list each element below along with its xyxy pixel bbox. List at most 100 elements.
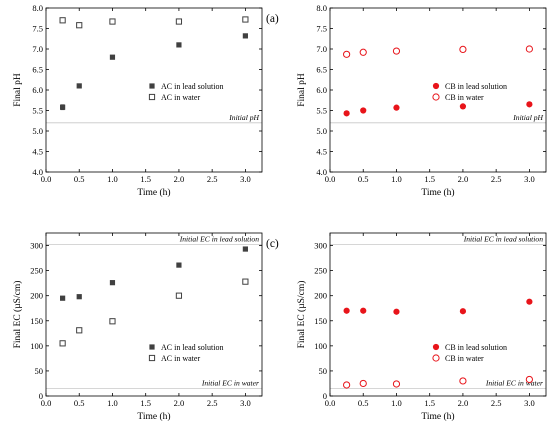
y-tick-label: 8.0 — [32, 3, 43, 13]
data-point — [109, 280, 116, 286]
data-point — [242, 278, 249, 285]
legend-marker — [148, 354, 156, 362]
x-tick-label: 2.5 — [491, 174, 502, 184]
series-ac-in-lead-solution — [60, 246, 248, 301]
x-tick-label: 2.5 — [491, 398, 502, 408]
x-tick-label: 3.0 — [240, 174, 251, 184]
x-tick-label: 0.5 — [74, 174, 85, 184]
data-point — [343, 381, 351, 389]
data-point — [175, 292, 183, 299]
series-cb-in-water — [343, 45, 533, 58]
y-tick-label: 4.5 — [316, 147, 327, 157]
reference-line-label: Initial pH — [228, 113, 259, 122]
x-tick-label: 2.5 — [207, 398, 218, 408]
series-ac-in-water — [59, 278, 249, 347]
data-point — [176, 42, 182, 48]
legend-marker — [149, 83, 155, 89]
data-point — [459, 45, 467, 54]
x-axis-title: Time (h) — [421, 187, 454, 198]
series-cb-in-lead-solution — [343, 101, 533, 117]
x-tick-label: 0.0 — [325, 398, 336, 408]
legend-marker — [148, 93, 156, 101]
legend-label: CB in lead solution — [445, 82, 507, 91]
y-tick-label: 7.5 — [32, 24, 43, 34]
y-tick-label: 250 — [30, 266, 43, 276]
x-tick-label: 1.5 — [424, 398, 435, 408]
data-point — [393, 308, 400, 315]
data-point — [76, 294, 82, 300]
x-tick-label: 0.0 — [41, 174, 52, 184]
x-tick-label: 2.0 — [458, 398, 469, 408]
chart-panel-a: Initial pH 0.0 0.5 1.0 1.5 2.0 2.5 3.0 4.0 4.5 5.0… — [13, 3, 279, 198]
data-point — [59, 17, 66, 24]
chart-panel-d: Initial EC in lead solution Initial EC in… — [296, 232, 547, 422]
x-axis-title: Time (h) — [137, 411, 170, 422]
reference-line-label: Initial pH — [512, 113, 543, 122]
y-tick-label: 150 — [30, 316, 43, 326]
x-tick-label: 1.0 — [391, 398, 402, 408]
legend: AC in lead solution AC in water — [148, 343, 223, 363]
plot-frame — [45, 7, 263, 173]
x-axis-title: Time (h) — [421, 411, 454, 422]
data-point — [359, 379, 367, 388]
legend-label: CB in water — [445, 93, 484, 102]
data-point — [60, 295, 66, 301]
legend-label: CB in water — [445, 354, 484, 363]
y-tick-label: 8.0 — [316, 3, 327, 13]
data-point — [109, 54, 116, 60]
x-tick-label: 1.5 — [140, 398, 151, 408]
x-tick-label: 0.5 — [74, 398, 85, 408]
legend-marker — [432, 354, 440, 362]
data-point — [109, 318, 116, 325]
x-tick-label: 1.5 — [424, 174, 435, 184]
y-tick-label: 6.0 — [316, 85, 327, 95]
x-tick-label: 3.0 — [524, 174, 535, 184]
data-point — [525, 45, 533, 53]
data-point — [392, 380, 401, 388]
y-tick-label: 4.0 — [316, 167, 327, 177]
data-point — [359, 48, 367, 56]
legend-label: AC in lead solution — [161, 82, 223, 91]
data-point — [109, 18, 116, 25]
y-axis-title: Final EC (µS/cm) — [12, 281, 23, 349]
legend-label: CB in lead solution — [445, 343, 507, 352]
y-tick-label: 5.0 — [32, 126, 43, 136]
data-point — [242, 16, 249, 23]
y-tick-label: 300 — [30, 241, 43, 251]
reference-line-label: Initial EC in lead solution — [179, 235, 260, 244]
y-tick-label: 300 — [314, 241, 327, 251]
reference-line-label: Initial EC in lead solution — [463, 235, 544, 244]
y-axis-title: Final pH — [13, 73, 23, 107]
data-point — [59, 340, 66, 347]
x-tick-label: 2.5 — [207, 174, 218, 184]
y-tick-label: 4.0 — [32, 167, 43, 177]
data-point — [459, 103, 467, 110]
data-point — [526, 101, 533, 108]
y-tick-label: 6.5 — [32, 65, 43, 75]
y-tick-label: 5.0 — [316, 126, 327, 136]
x-tick-label: 3.0 — [524, 398, 535, 408]
chart-panel-c: Initial EC in lead solution Initial EC in… — [12, 232, 279, 422]
y-axis-title: Final pH — [297, 73, 307, 107]
y-tick-label: 100 — [314, 341, 327, 351]
legend-marker — [432, 82, 440, 90]
data-point — [76, 83, 82, 89]
panel-label: (c) — [266, 238, 279, 250]
x-tick-label: 0.5 — [358, 398, 369, 408]
y-tick-label: 7.0 — [32, 44, 43, 54]
y-tick-label: 5.5 — [32, 106, 43, 116]
legend-marker — [432, 93, 440, 101]
x-tick-label: 1.0 — [107, 174, 118, 184]
y-tick-label: 50 — [35, 366, 44, 376]
data-point — [525, 375, 533, 384]
y-axis-title: Final EC (µS/cm) — [296, 281, 307, 349]
data-point — [343, 307, 350, 314]
reference-line-label: Initial EC in water — [201, 378, 259, 387]
legend-label: AC in lead solution — [161, 343, 223, 352]
x-tick-label: 1.0 — [107, 398, 118, 408]
data-point — [392, 47, 401, 55]
x-tick-label: 0.0 — [325, 174, 336, 184]
y-tick-label: 150 — [314, 316, 327, 326]
data-point — [526, 298, 533, 305]
